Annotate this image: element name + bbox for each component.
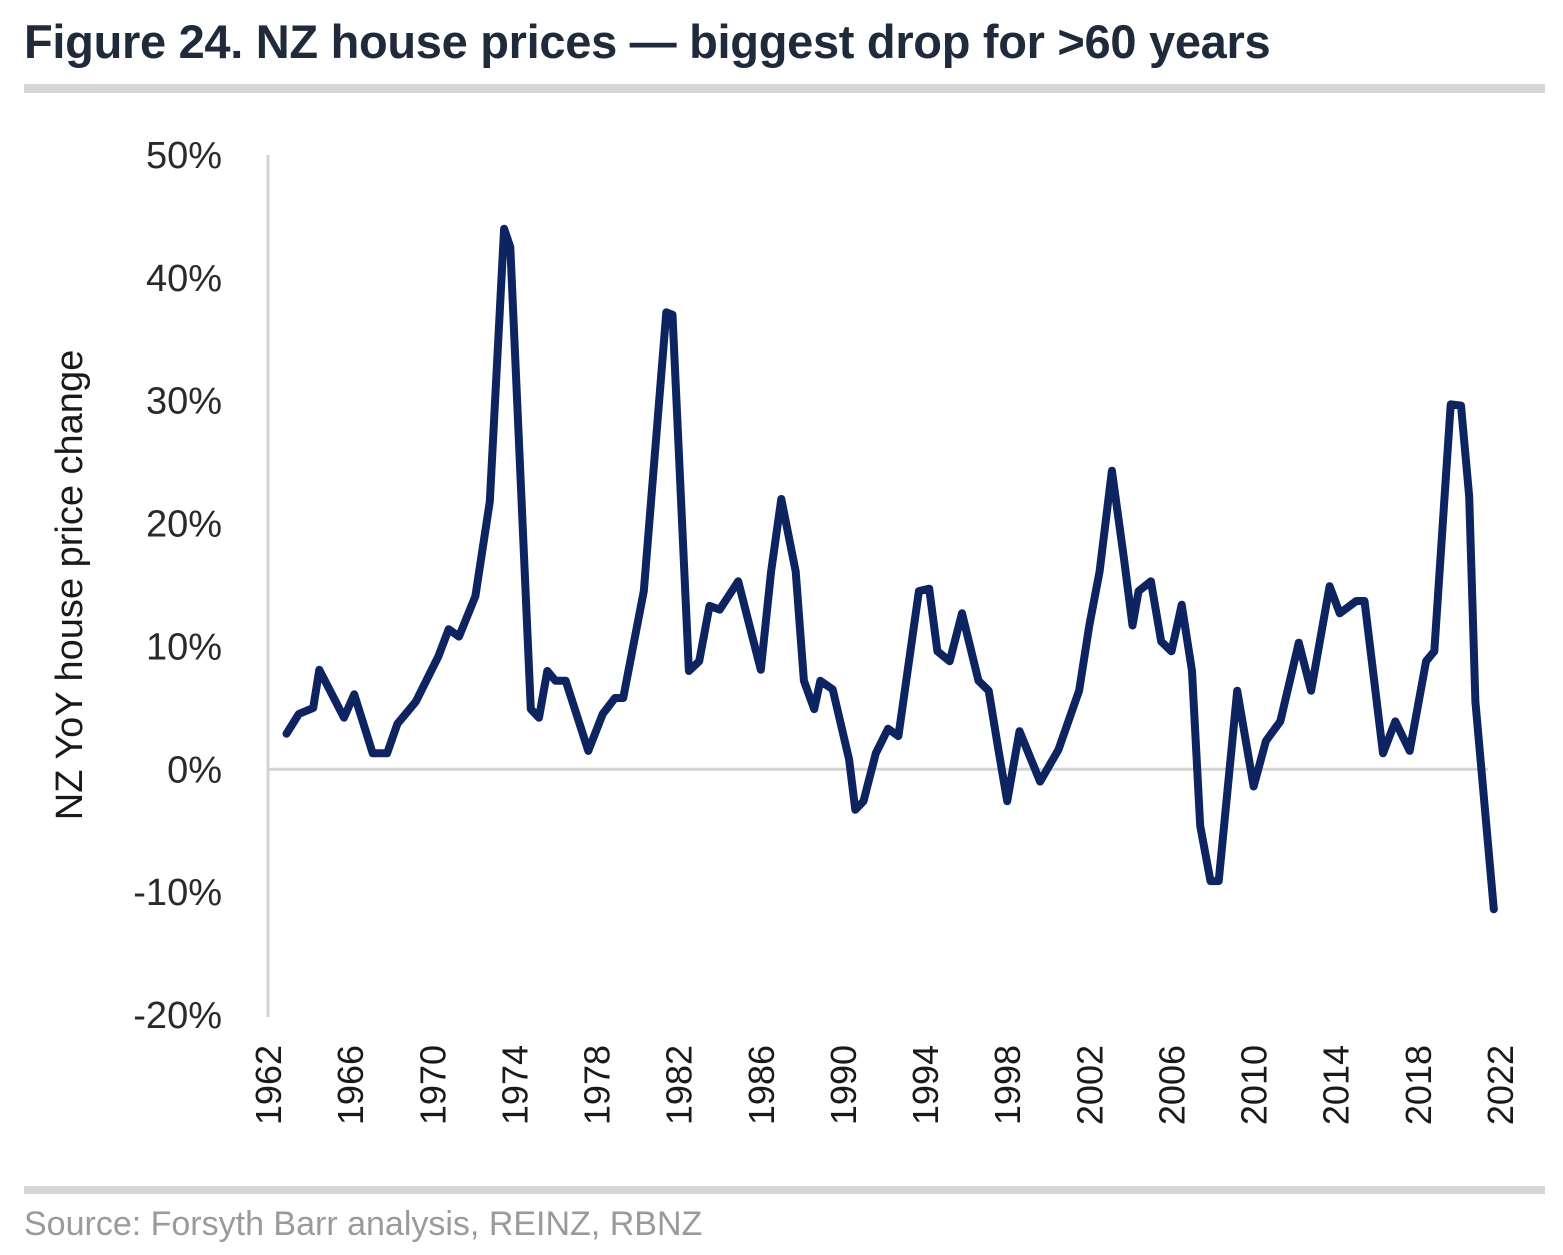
y-tick-label: -20% xyxy=(133,995,222,1037)
title-divider xyxy=(24,84,1545,93)
figure-title: Figure 24. NZ house prices — biggest dro… xyxy=(24,15,1271,68)
series-group xyxy=(282,224,1498,914)
x-tick-label: 2022 xyxy=(1480,1045,1521,1125)
y-tick-label: 30% xyxy=(146,381,222,423)
y-axis-title: NZ YoY house price change xyxy=(49,350,91,820)
x-tick-label: 1974 xyxy=(494,1045,535,1125)
x-tick-label: 1982 xyxy=(659,1045,700,1125)
x-tick-label: 2002 xyxy=(1069,1045,1110,1125)
x-tick-label: 1970 xyxy=(412,1045,453,1125)
x-tick-label: 1990 xyxy=(823,1045,864,1125)
y-tick-label: -10% xyxy=(133,872,222,914)
y-tick-labels: 50% 40% 30% 20% 10% 0% -10% -20% xyxy=(133,135,222,1037)
y-tick-label: 20% xyxy=(146,504,222,546)
y-tick-label: 40% xyxy=(146,258,222,300)
x-tick-label: 1962 xyxy=(248,1045,289,1125)
line-chart: 50%40%30%20%10%0%-10%-20% 1962 1966 1970 19… xyxy=(49,135,1521,1125)
x-tick-labels: 1962 1966 1970 1974 1978 1982 1986 1990 1994 1998… xyxy=(248,1045,1521,1125)
x-tick-label: 1986 xyxy=(741,1045,782,1125)
x-tick-label: 1994 xyxy=(905,1045,946,1125)
x-tick-label: 2006 xyxy=(1151,1045,1192,1125)
y-tick-label: 0% xyxy=(167,749,222,791)
x-tick-label: 1998 xyxy=(987,1045,1028,1125)
series-line xyxy=(282,224,1498,914)
x-tick-label: 1978 xyxy=(577,1045,618,1125)
source-note: Source: Forsyth Barr analysis, REINZ, RB… xyxy=(24,1205,703,1243)
y-tick-label: 50% xyxy=(146,135,222,177)
y-tick-label: 10% xyxy=(146,626,222,668)
x-tick-label: 2010 xyxy=(1234,1045,1275,1125)
x-tick-label: 1966 xyxy=(330,1045,371,1125)
x-tick-label: 2014 xyxy=(1316,1045,1357,1125)
x-tick-label: 2018 xyxy=(1398,1045,1439,1125)
footer-divider xyxy=(24,1186,1545,1194)
